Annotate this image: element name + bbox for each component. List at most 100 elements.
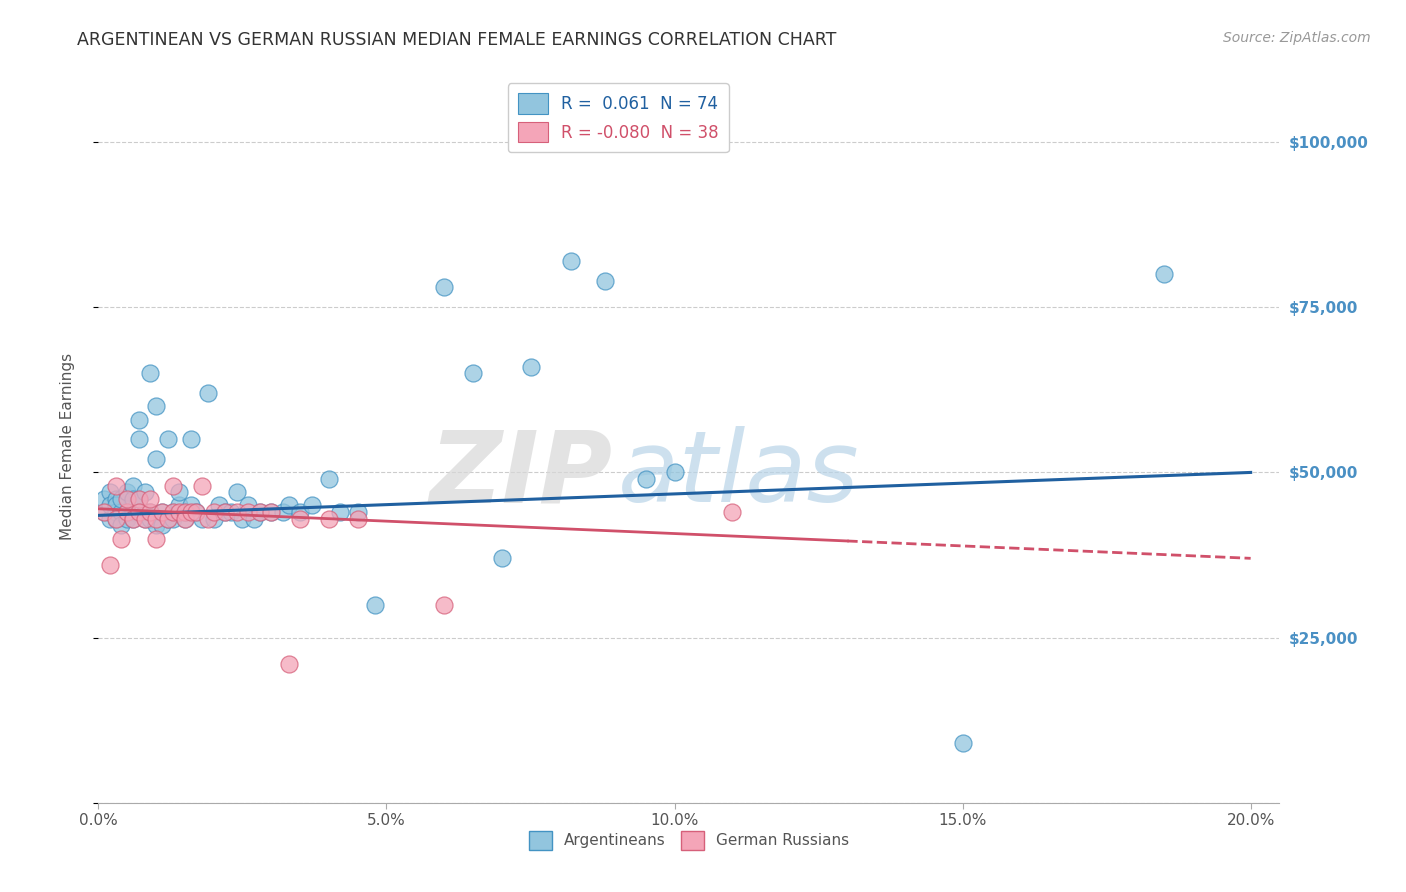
Point <box>952 736 974 750</box>
Point <box>156 433 179 447</box>
Point <box>329 505 352 519</box>
Point <box>162 505 184 519</box>
Point <box>491 551 513 566</box>
Point <box>433 280 456 294</box>
Point <box>145 452 167 467</box>
Point <box>139 505 162 519</box>
Point <box>122 491 145 506</box>
Point <box>664 466 686 480</box>
Y-axis label: Median Female Earnings: Median Female Earnings <box>60 352 75 540</box>
Point <box>225 485 247 500</box>
Point <box>214 505 236 519</box>
Point <box>191 511 214 525</box>
Point <box>243 511 266 525</box>
Point <box>104 478 127 492</box>
Text: ARGENTINEAN VS GERMAN RUSSIAN MEDIAN FEMALE EARNINGS CORRELATION CHART: ARGENTINEAN VS GERMAN RUSSIAN MEDIAN FEM… <box>77 31 837 49</box>
Point <box>145 511 167 525</box>
Point <box>167 505 190 519</box>
Text: Source: ZipAtlas.com: Source: ZipAtlas.com <box>1223 31 1371 45</box>
Point <box>173 511 195 525</box>
Point <box>162 505 184 519</box>
Point <box>110 518 132 533</box>
Point <box>134 511 156 525</box>
Point <box>115 505 138 519</box>
Point <box>162 478 184 492</box>
Point <box>461 367 484 381</box>
Point <box>167 499 190 513</box>
Point <box>122 505 145 519</box>
Point <box>134 511 156 525</box>
Point <box>98 558 121 572</box>
Point <box>180 505 202 519</box>
Point <box>346 511 368 525</box>
Point <box>145 518 167 533</box>
Point <box>364 598 387 612</box>
Point <box>214 505 236 519</box>
Point <box>150 518 173 533</box>
Point <box>139 367 162 381</box>
Point <box>162 511 184 525</box>
Point <box>145 532 167 546</box>
Point <box>104 511 127 525</box>
Point <box>173 505 195 519</box>
Point <box>110 505 132 519</box>
Point <box>110 491 132 506</box>
Point <box>104 491 127 506</box>
Point <box>115 511 138 525</box>
Text: atlas: atlas <box>619 426 859 523</box>
Point <box>277 499 299 513</box>
Point <box>104 505 127 519</box>
Point <box>150 505 173 519</box>
Point <box>249 505 271 519</box>
Point <box>238 505 260 519</box>
Point <box>150 505 173 519</box>
Point <box>93 491 115 506</box>
Point <box>277 657 299 671</box>
Point <box>110 532 132 546</box>
Point <box>128 505 150 519</box>
Point <box>288 511 311 525</box>
Point <box>134 485 156 500</box>
Point <box>318 511 340 525</box>
Point <box>301 499 323 513</box>
Point <box>93 505 115 519</box>
Point <box>186 505 208 519</box>
Point <box>634 472 657 486</box>
Point <box>156 511 179 525</box>
Point <box>180 433 202 447</box>
Point <box>139 511 162 525</box>
Text: ZIP: ZIP <box>429 426 612 523</box>
Point <box>249 505 271 519</box>
Point <box>156 511 179 525</box>
Point <box>519 359 541 374</box>
Point <box>104 499 127 513</box>
Point <box>139 491 162 506</box>
Point <box>202 511 225 525</box>
Point <box>208 499 231 513</box>
Point <box>98 499 121 513</box>
Point <box>98 485 121 500</box>
Point <box>238 499 260 513</box>
Point <box>180 499 202 513</box>
Point <box>225 505 247 519</box>
Point <box>186 505 208 519</box>
Point <box>145 400 167 414</box>
Point <box>318 472 340 486</box>
Point <box>115 485 138 500</box>
Point <box>1153 267 1175 281</box>
Point <box>139 505 162 519</box>
Point <box>260 505 283 519</box>
Point <box>346 505 368 519</box>
Point <box>595 274 617 288</box>
Point <box>122 478 145 492</box>
Point <box>173 505 195 519</box>
Point <box>115 491 138 506</box>
Point <box>191 478 214 492</box>
Legend: Argentineans, German Russians: Argentineans, German Russians <box>523 825 855 855</box>
Point <box>122 511 145 525</box>
Point <box>115 505 138 519</box>
Point <box>128 433 150 447</box>
Point <box>433 598 456 612</box>
Point <box>721 505 744 519</box>
Point <box>128 491 150 506</box>
